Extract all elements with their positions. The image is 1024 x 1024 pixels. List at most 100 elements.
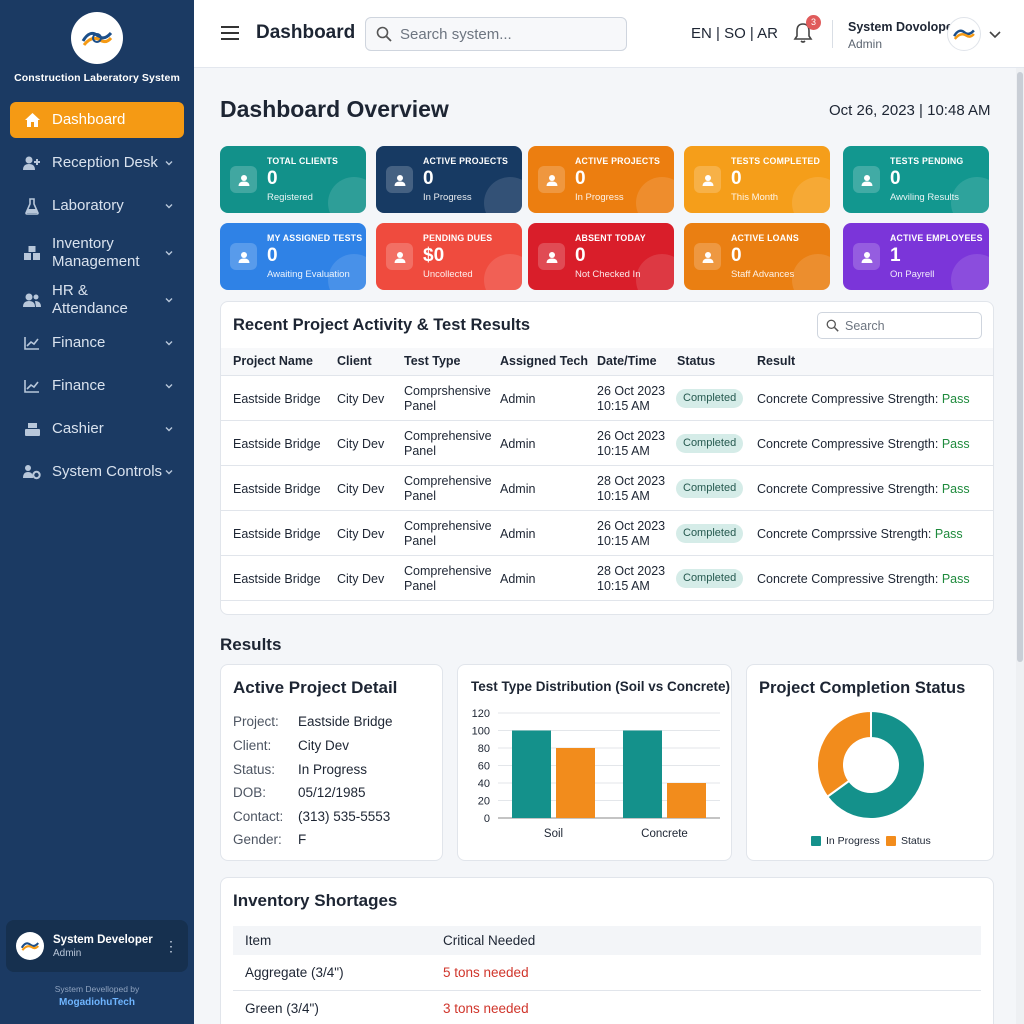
project-detail-panel: Active Project Detail Project: Eastside … xyxy=(220,664,443,861)
cell-result: Concrete Compressive Strength: Pass xyxy=(757,482,970,496)
sidebar-item-inventory-management[interactable]: Inventory Management xyxy=(10,231,184,275)
cell-time: 10:15 AM xyxy=(597,579,650,593)
sidebar-item-dashboard[interactable]: Dashboard xyxy=(10,102,184,138)
stat-card[interactable]: ABSENT TODAY 0 Not Checked In xyxy=(528,223,674,290)
donut-slice-in-progress[interactable] xyxy=(825,709,926,820)
table-row[interactable]: Green (3/4") 3 tons needed xyxy=(233,991,981,1024)
card-value: 0 xyxy=(731,168,742,189)
cell-project: Eastside Bridge xyxy=(233,572,321,586)
card-decoration xyxy=(792,254,830,290)
app-logo[interactable] xyxy=(71,12,123,64)
hamburger-menu-icon[interactable] xyxy=(221,25,239,41)
credit-company[interactable]: MogadiohuTech xyxy=(59,997,135,1008)
hardhat-icon xyxy=(386,166,413,193)
card-label: ACTIVE PROJECTS xyxy=(575,156,661,166)
chart-icon xyxy=(22,333,42,353)
topbar-user-role: Admin xyxy=(848,37,883,51)
y-tick-label: 40 xyxy=(478,778,490,790)
stat-card[interactable]: MY ASSIGNED TESTS 0 Awaiting Evaluation xyxy=(220,223,366,290)
table-row[interactable]: Aggregate (3/4") 5 tons needed xyxy=(233,955,981,991)
hand-coin-icon xyxy=(694,243,721,270)
detail-value: In Progress xyxy=(298,762,368,777)
stat-card[interactable]: ACTIVE PROJECTS 0 In Progress xyxy=(376,146,522,213)
bar-soil-1[interactable] xyxy=(556,748,595,818)
legend-label: Status xyxy=(901,835,931,847)
legend-swatch xyxy=(886,836,896,846)
status-badge: Completed xyxy=(676,479,744,498)
sidebar-item-laboratory[interactable]: Laboratory xyxy=(10,188,184,224)
sidebar-item-label: Cashier xyxy=(52,420,104,437)
bar-concrete-1[interactable] xyxy=(667,783,706,818)
scrollbar-thumb[interactable] xyxy=(1017,72,1023,662)
card-value: 0 xyxy=(267,168,278,189)
result-outcome: Pass xyxy=(941,482,970,496)
cell-project: Eastside Bridge xyxy=(233,527,321,541)
inventory-need: 5 tons needed xyxy=(443,965,529,980)
table-search-input[interactable] xyxy=(845,318,975,333)
table-row[interactable]: Eastside Bridge City Dev Comprehensive Pane… xyxy=(221,511,993,556)
sidebar-item-label: Finance xyxy=(52,377,106,394)
search-input[interactable] xyxy=(400,25,620,43)
flask-icon xyxy=(694,166,721,193)
detail-value: 05/12/1985 xyxy=(298,785,366,800)
column-header[interactable]: Project Name xyxy=(233,354,313,368)
stat-card[interactable]: TOTAL CLIENTS 0 Registered xyxy=(220,146,366,213)
users-gear-icon xyxy=(22,462,42,482)
avatar xyxy=(16,932,44,960)
sidebar-item-system-controls[interactable]: System Controls xyxy=(10,454,184,490)
notification-badge: 3 xyxy=(806,15,821,30)
sidebar-item-reception-desk[interactable]: Reception Desk xyxy=(10,145,184,181)
stat-card[interactable]: TESTS PENDING 0 Awviling Results xyxy=(843,146,989,213)
chevron-down-icon[interactable] xyxy=(989,29,1001,39)
result-text: Concrete Compressive Strength: xyxy=(757,572,939,586)
cell-tech: Admin xyxy=(500,572,536,586)
stat-card[interactable]: ACTIVE EMPLOYEES 1 On Payrell xyxy=(843,223,989,290)
cell-tech: Admin xyxy=(500,392,536,406)
stat-card[interactable]: ACTIVE LOANS 0 Staff Advances xyxy=(684,223,830,290)
column-header[interactable]: Client xyxy=(337,354,372,368)
topbar-user[interactable]: System Dovoloper Admin xyxy=(848,20,958,51)
cell-tech: Admin xyxy=(500,437,536,451)
donut-slice-status[interactable] xyxy=(816,709,872,799)
chart-title: Test Type Distribution (Soil vs Concrete… xyxy=(471,679,731,694)
card-subtitle: In Progress xyxy=(575,192,624,203)
cell-tech: Admin xyxy=(500,482,536,496)
sidebar-user-card[interactable]: System Developer Admin ⋮ xyxy=(6,920,188,972)
results-heading: Results xyxy=(220,635,282,654)
receipt-icon xyxy=(386,243,413,270)
table-row[interactable]: Eastside Bridge City Dev Comprehensive Pane… xyxy=(221,556,993,601)
bar-soil-0[interactable] xyxy=(512,730,551,819)
column-header[interactable]: Date/Time xyxy=(597,354,657,368)
card-label: ACTIVE PROJECTS xyxy=(423,156,509,166)
cell-test-type: Comprehensive xyxy=(404,474,492,488)
column-header[interactable]: Status xyxy=(677,354,716,368)
column-header[interactable]: Result xyxy=(757,354,796,368)
card-decoration xyxy=(484,254,522,290)
table-search[interactable] xyxy=(817,312,982,339)
avatar[interactable] xyxy=(947,17,981,51)
stat-card[interactable]: TESTS COMPLETED 0 This Month xyxy=(684,146,830,213)
kebab-menu-icon[interactable]: ⋮ xyxy=(164,938,178,954)
sidebar-item-hr-attendance[interactable]: HR & Attendance xyxy=(10,282,184,318)
status-badge: Completed xyxy=(676,389,744,408)
stat-card[interactable]: PENDING DUES $0 Uncollected xyxy=(376,223,522,290)
bar-concrete-0[interactable] xyxy=(623,730,662,819)
table-row[interactable]: Eastside Bridge City Dev Comprehensive Pane… xyxy=(221,421,993,466)
topbar-user-name: System Dovoloper xyxy=(848,20,958,34)
sidebar-item-cashier[interactable]: Cashier xyxy=(10,411,184,447)
table-row[interactable]: Eastside Bridge City Dev Comprehensive Pane… xyxy=(221,466,993,511)
global-search[interactable] xyxy=(365,17,627,51)
sidebar-item-finance[interactable]: Finance xyxy=(10,325,184,361)
language-switcher[interactable]: EN | SO | AR xyxy=(691,25,778,42)
cell-date: 26 Oct 2023 xyxy=(597,429,666,443)
stat-card[interactable]: ACTIVE PROJECTS 0 In Progress xyxy=(528,146,674,213)
donut-chart xyxy=(816,709,926,820)
hourglass-icon xyxy=(853,166,880,193)
column-header[interactable]: Assigned Tech xyxy=(500,354,588,368)
cell-date: 28 Oct 2023 xyxy=(597,564,666,578)
sidebar-item-finance-2[interactable]: Finance xyxy=(10,368,184,404)
home-icon xyxy=(22,110,42,130)
column-header[interactable]: Test Type xyxy=(404,354,461,368)
table-row[interactable]: Eastside Bridge City Dev Comprshensive Pane… xyxy=(221,376,993,421)
card-subtitle: Registered xyxy=(267,192,313,203)
